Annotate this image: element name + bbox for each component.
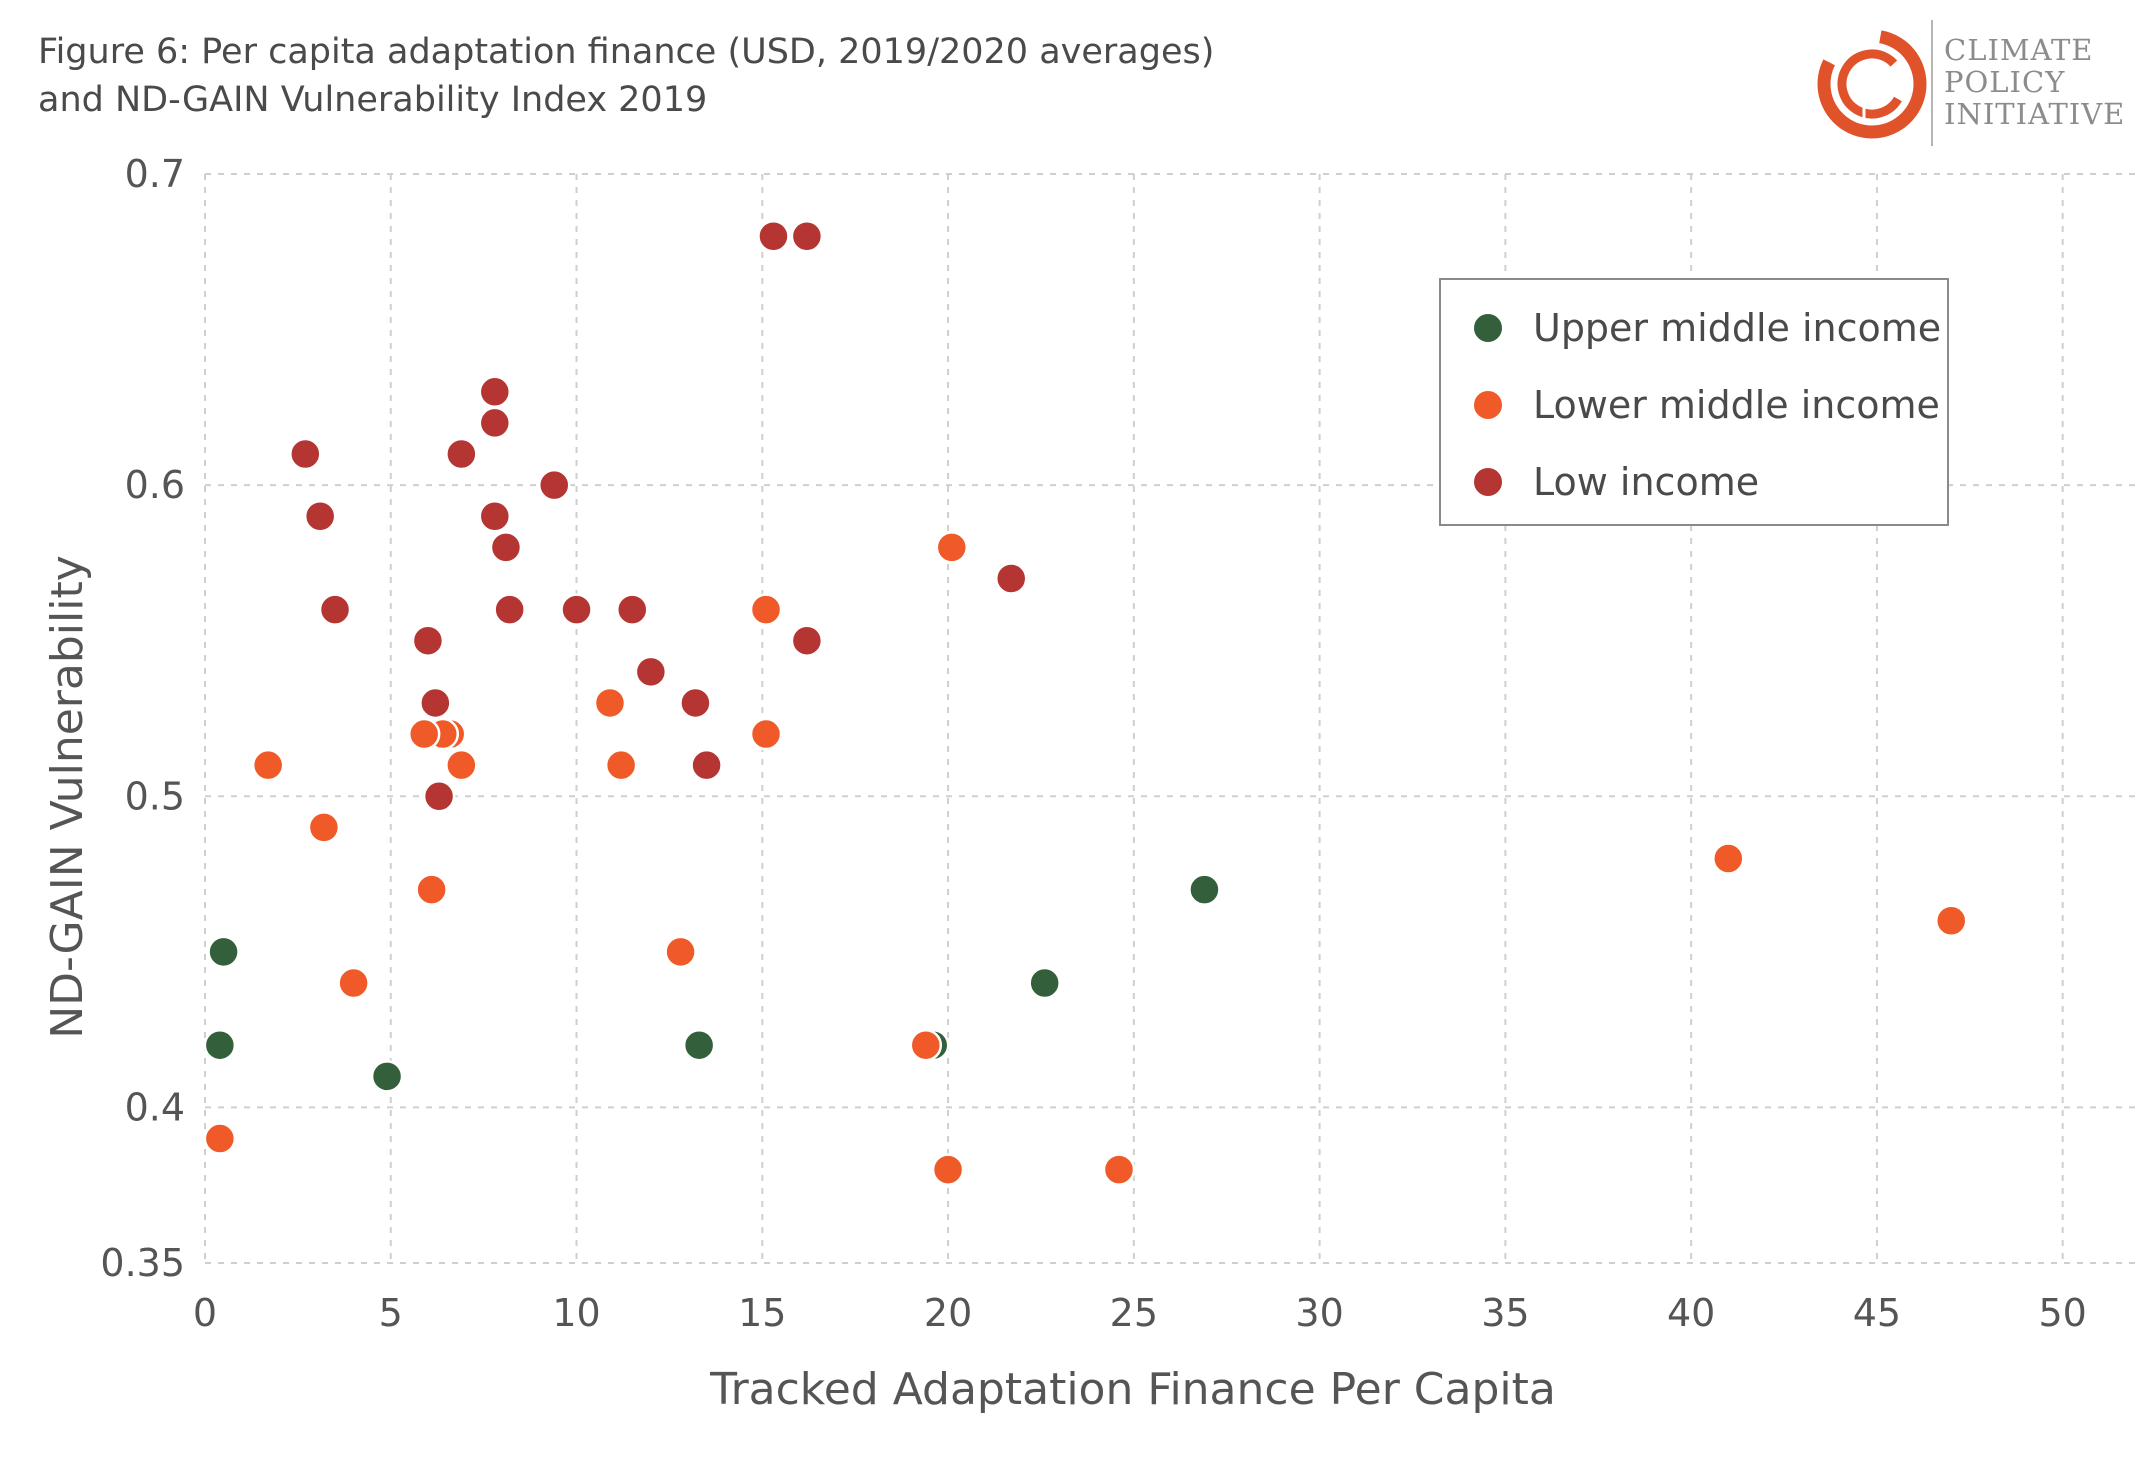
x-tick-label: 30 [1295, 1291, 1343, 1335]
x-tick-label: 5 [379, 1291, 403, 1335]
data-point-lower-middle-income [407, 717, 441, 751]
x-tick-label: 15 [738, 1291, 786, 1335]
data-point-upper-middle-income [682, 1028, 716, 1062]
x-axis-ticks: 0 5 10 15 20 25 30 35 40 45 50 [193, 1291, 2087, 1335]
data-point-low-income [616, 593, 649, 626]
data-point-upper-middle-income [1028, 966, 1061, 1000]
legend-label-lower-middle-income: Lower middle income [1533, 383, 1940, 427]
x-axis-title: Tracked Adaptation Finance Per Capita [709, 1364, 1556, 1415]
data-point-lower-middle-income [445, 748, 478, 782]
legend-label-low-income: Low income [1533, 460, 1759, 504]
data-point-low-income [757, 219, 790, 253]
legend: Upper middle income Lower middle income Lo… [1439, 278, 1949, 526]
data-point-low-income [419, 686, 452, 720]
data-point-lower-middle-income [749, 717, 783, 751]
data-point-low-income [303, 500, 337, 533]
chart-title-line-1: Figure 6: Per capita adaptation finance … [38, 32, 1215, 72]
y-tick-label: 0.6 [125, 463, 185, 507]
data-point-lower-middle-income [749, 593, 783, 626]
x-tick-label: 50 [2039, 1291, 2087, 1335]
chart-title-line-2: and ND-GAIN Vulnerability Index 2019 [38, 80, 708, 120]
data-point-low-income [445, 437, 478, 471]
data-point-low-income [679, 686, 712, 720]
data-point-low-income [560, 593, 593, 626]
data-point-lower-middle-income [593, 686, 627, 720]
data-point-lower-middle-income [931, 1153, 965, 1186]
data-point-lower-middle-income [604, 748, 638, 782]
x-tick-label: 35 [1481, 1291, 1529, 1335]
data-point-lower-middle-income [307, 811, 341, 844]
data-point-low-income [478, 375, 512, 409]
y-axis-title: ND-GAIN Vulnerability [42, 555, 93, 1038]
legend-label-upper-middle-income: Upper middle income [1533, 306, 1941, 350]
y-tick-label: 0.7 [125, 152, 185, 196]
x-tick-label: 10 [552, 1291, 600, 1335]
x-tick-label: 25 [1110, 1291, 1158, 1335]
logo-text-line-2: POLICY [1944, 65, 2065, 99]
data-points [203, 219, 1968, 1186]
data-point-low-income [478, 500, 512, 533]
y-tick-label: 0.5 [125, 774, 185, 818]
logo-text-line-3: INITIATIVE [1944, 97, 2125, 131]
data-point-low-income [790, 624, 824, 657]
x-tick-label: 0 [193, 1291, 217, 1335]
data-point-lower-middle-income [203, 1122, 237, 1155]
data-point-lower-middle-income [415, 873, 448, 906]
y-axis-ticks: 0.35 0.4 0.5 0.6 0.7 [100, 152, 185, 1285]
data-point-upper-middle-income [203, 1028, 237, 1062]
data-point-low-income [790, 219, 824, 253]
data-point-upper-middle-income [1188, 873, 1221, 906]
data-point-low-income [289, 437, 322, 471]
data-point-lower-middle-income [337, 966, 370, 1000]
data-point-upper-middle-income [370, 1060, 404, 1093]
data-point-low-income [994, 562, 1028, 595]
data-point-low-income [634, 655, 668, 689]
chart-title: Figure 6: Per capita adaptation finance … [38, 28, 1338, 124]
data-point-low-income [318, 593, 352, 626]
data-point-lower-middle-income [1934, 904, 1968, 937]
x-tick-label: 45 [1853, 1291, 1901, 1335]
data-point-low-income [690, 748, 723, 782]
legend-box [1439, 278, 1949, 526]
x-tick-label: 20 [924, 1291, 972, 1335]
data-point-lower-middle-income [1712, 842, 1745, 875]
data-point-lower-middle-income [935, 531, 969, 564]
data-point-lower-middle-income [909, 1028, 943, 1062]
data-point-lower-middle-income [251, 748, 285, 782]
logo-text-line-1: CLIMATE [1944, 33, 2093, 67]
data-point-lower-middle-income [664, 935, 697, 969]
data-point-low-income [537, 468, 571, 502]
y-tick-label: 0.35 [100, 1241, 185, 1285]
data-point-low-income [411, 624, 445, 657]
grid-lines [204, 173, 2137, 1264]
x-tick-label: 40 [1667, 1291, 1715, 1335]
y-tick-label: 0.4 [125, 1085, 185, 1129]
data-point-lower-middle-income [1102, 1153, 1136, 1186]
climate-policy-initiative-logo: CLIMATE POLICY INITIATIVE [1817, 20, 2125, 146]
legend-marker-low-income [1472, 466, 1504, 498]
legend-marker-lower-middle-income [1472, 389, 1504, 421]
data-point-upper-middle-income [207, 935, 240, 969]
data-point-low-income [478, 406, 512, 440]
data-point-low-income [422, 780, 456, 813]
data-point-low-income [489, 531, 523, 564]
legend-marker-upper-middle-income [1472, 312, 1504, 344]
data-point-low-income [493, 593, 526, 626]
